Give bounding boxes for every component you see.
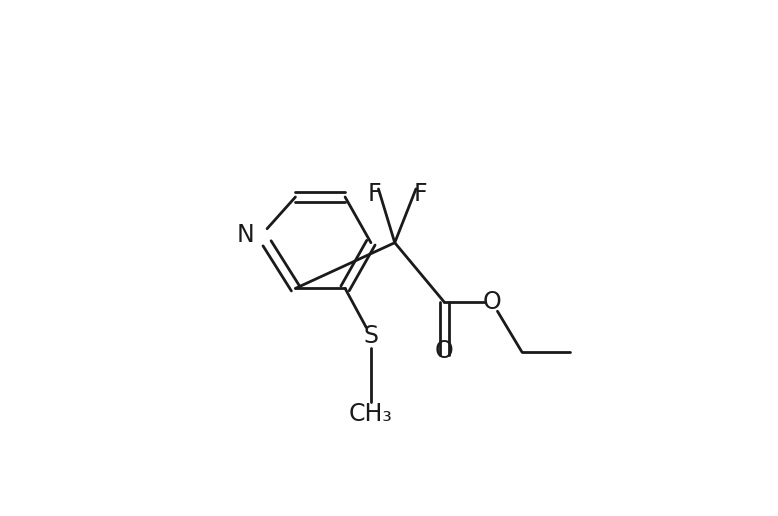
Text: CH₃: CH₃ xyxy=(349,401,393,426)
Text: N: N xyxy=(237,223,254,247)
Text: O: O xyxy=(482,291,502,314)
Text: O: O xyxy=(435,339,454,363)
Text: F: F xyxy=(368,182,382,206)
Text: S: S xyxy=(363,324,378,348)
Text: F: F xyxy=(414,182,427,206)
